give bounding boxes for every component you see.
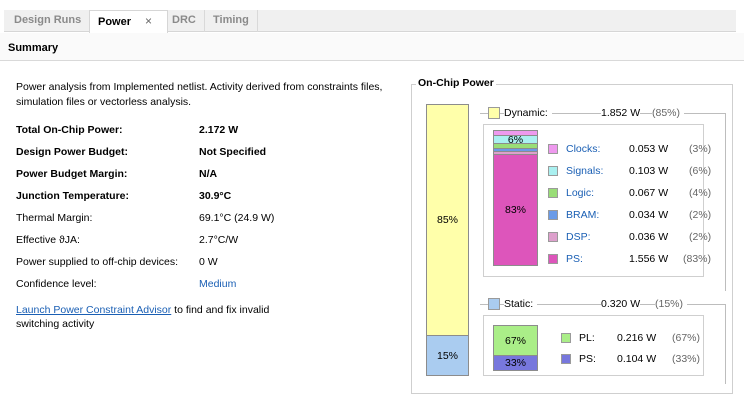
dynamic-segment	[494, 131, 537, 135]
dynamic-group-box	[483, 124, 704, 277]
dynamic-item-swatch	[548, 166, 558, 176]
dynamic-segment	[494, 143, 537, 148]
static-segment-label: 33%	[504, 357, 526, 369]
dynamic-item-swatch	[548, 232, 558, 242]
dynamic-segment	[494, 151, 537, 154]
static-item-pct: (67%)	[672, 332, 701, 344]
row-value: Not Specified	[199, 146, 267, 158]
row-value: N/A	[199, 168, 218, 180]
dynamic-item-label[interactable]: PS:	[566, 253, 583, 265]
advisor-text: Launch Power Constraint Advisor to find …	[16, 303, 276, 331]
power-constraint-advisor-link[interactable]: Launch Power Constraint Advisor	[16, 304, 172, 316]
static-item-swatch	[561, 354, 571, 364]
static-group-box	[483, 315, 704, 376]
row-value: 30.9°C	[199, 190, 232, 202]
on-chip-power-panel	[411, 84, 733, 394]
dynamic-segment	[494, 148, 537, 151]
dynamic-item-value: 0.036 W	[629, 231, 669, 243]
dynamic-item-swatch	[548, 188, 558, 198]
dynamic-item-value: 0.103 W	[629, 165, 669, 177]
static-pct: (15%)	[655, 298, 688, 310]
static-segment: 67%	[494, 326, 537, 355]
tab-design-runs[interactable]: Design Runs	[6, 10, 91, 32]
static-segment: 33%	[494, 355, 537, 370]
dynamic-item-label[interactable]: Logic:	[566, 187, 595, 199]
dynamic-segment-label: 6%	[507, 133, 524, 146]
static-item-value: 0.216 W	[617, 332, 657, 344]
dynamic-item-pct: (83%)	[683, 253, 712, 265]
row-label: Total On-Chip Power:	[16, 124, 123, 136]
dynamic-item-label[interactable]: BRAM:	[566, 209, 600, 221]
dynamic-segment-label: 83%	[504, 204, 526, 216]
tab-power-label: Power	[98, 16, 132, 28]
row-label: Junction Temperature:	[16, 190, 129, 202]
static-item-value: 0.104 W	[617, 353, 657, 365]
dynamic-breakdown-bar: 6% 83%	[493, 130, 538, 266]
confidence-link[interactable]: Medium	[199, 278, 237, 290]
dynamic-item-swatch	[548, 210, 558, 220]
dynamic-value: 1.852 W	[601, 107, 641, 119]
row-value: 2.172 W	[199, 124, 239, 136]
dynamic-label: Dynamic:	[504, 107, 552, 119]
summary-header: Summary	[0, 33, 744, 61]
summary-title: Summary	[8, 42, 59, 54]
static-bar-label: 15%	[436, 349, 458, 362]
static-item-label: PL:	[579, 332, 595, 344]
dynamic-item-value: 1.556 W	[629, 253, 669, 265]
tab-power[interactable]: Power ×	[89, 10, 168, 33]
row-label: Effective ϑJA:	[16, 234, 80, 246]
dynamic-segment: 83%	[494, 154, 537, 265]
dynamic-item-value: 0.053 W	[629, 143, 669, 155]
row-value: 0 W	[199, 256, 218, 268]
static-label: Static:	[504, 298, 538, 310]
tab-drc[interactable]: DRC	[164, 10, 205, 32]
dynamic-item-pct: (4%)	[689, 187, 712, 199]
dynamic-item-swatch	[548, 254, 558, 264]
total-power-bar: 85% 15%	[426, 104, 469, 376]
row-label: Confidence level:	[16, 278, 97, 290]
row-value: 69.1°C (24.9 W)	[199, 212, 275, 224]
summary-description: Power analysis from Implemented netlist.…	[16, 81, 383, 108]
dynamic-item-swatch	[548, 144, 558, 154]
row-label: Design Power Budget:	[16, 146, 129, 158]
dynamic-segment: 6%	[494, 133, 537, 146]
dynamic-item-label[interactable]: Clocks:	[566, 143, 601, 155]
static-value: 0.320 W	[601, 298, 641, 310]
static-item-pct: (33%)	[672, 353, 701, 365]
dynamic-item-label[interactable]: Signals:	[566, 165, 604, 177]
static-item-swatch	[561, 333, 571, 343]
tab-timing[interactable]: Timing	[205, 10, 258, 32]
dynamic-bar-label: 85%	[436, 214, 458, 226]
static-breakdown-bar: 67% 33%	[493, 325, 538, 371]
static-segment-label: 67%	[504, 334, 526, 347]
dynamic-item-value: 0.067 W	[629, 187, 669, 199]
static-swatch	[488, 298, 500, 310]
dynamic-item-pct: (2%)	[689, 209, 712, 221]
row-label: Thermal Margin:	[16, 212, 93, 224]
on-chip-power-title: On-Chip Power	[416, 77, 496, 89]
dynamic-item-pct: (6%)	[689, 165, 712, 177]
row-label: Power supplied to off-chip devices:	[16, 256, 179, 268]
dynamic-swatch	[488, 107, 500, 119]
dynamic-pct: (85%)	[652, 107, 685, 119]
dynamic-item-pct: (2%)	[689, 231, 712, 243]
dynamic-item-pct: (3%)	[689, 143, 712, 155]
advisor-description: to find and fix invalid switching activi…	[16, 304, 270, 330]
close-icon[interactable]: ×	[145, 14, 153, 28]
row-label: Power Budget Margin:	[16, 168, 128, 180]
row-value: 2.7°C/W	[199, 234, 239, 246]
tab-bar: Design Runs Power × DRC Timing	[0, 0, 744, 34]
dynamic-item-label[interactable]: DSP:	[566, 231, 591, 243]
static-bar-segment: 15%	[427, 335, 468, 375]
dynamic-bar-segment: 85%	[427, 105, 468, 335]
dynamic-item-value: 0.034 W	[629, 209, 669, 221]
tab-strip	[4, 10, 736, 32]
static-item-label: PS:	[579, 353, 596, 365]
